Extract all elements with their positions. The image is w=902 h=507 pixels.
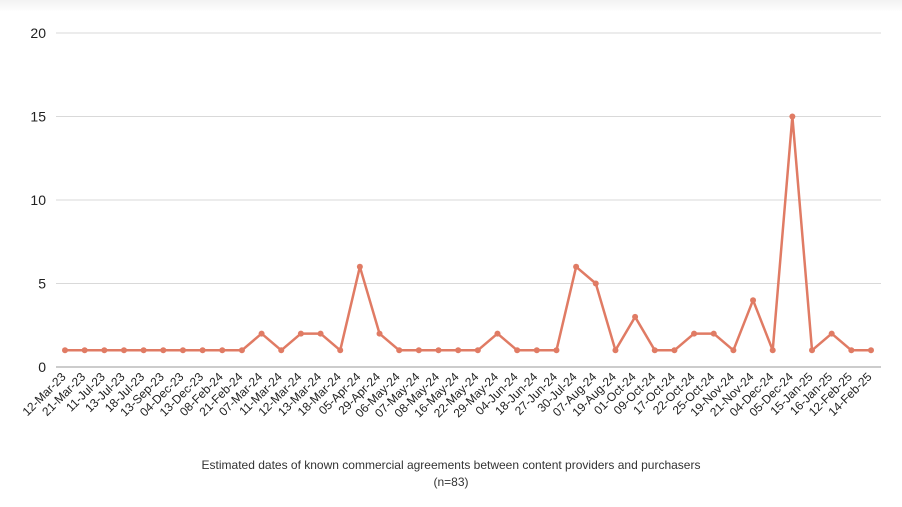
data-point bbox=[828, 330, 835, 337]
data-point bbox=[750, 297, 757, 304]
data-point bbox=[219, 347, 226, 354]
data-point bbox=[160, 347, 167, 354]
data-point bbox=[769, 347, 776, 354]
data-point bbox=[120, 347, 127, 354]
data-point bbox=[514, 347, 521, 354]
data-point bbox=[533, 347, 540, 354]
y-axis-ticks: 0 5 10 15 20 bbox=[30, 25, 46, 375]
top-shadow-bar bbox=[0, 0, 902, 12]
line-chart: 0 5 10 15 20 12-Mar-2321-Mar-2311-Jul-2313-J… bbox=[20, 25, 881, 421]
data-point bbox=[297, 330, 304, 337]
data-point bbox=[415, 347, 422, 354]
data-point bbox=[258, 330, 265, 337]
data-point bbox=[573, 263, 580, 270]
data-point bbox=[179, 347, 186, 354]
data-point bbox=[553, 347, 560, 354]
x-axis-label: Estimated dates of known commercial agre… bbox=[201, 458, 701, 489]
data-point bbox=[455, 347, 462, 354]
y-tick-label: 20 bbox=[30, 25, 46, 41]
data-point bbox=[317, 330, 324, 337]
data-point bbox=[140, 347, 147, 354]
data-point bbox=[356, 263, 363, 270]
data-point bbox=[199, 347, 206, 354]
data-point bbox=[474, 347, 481, 354]
data-point bbox=[494, 330, 501, 337]
data-point bbox=[278, 347, 285, 354]
data-point bbox=[376, 330, 383, 337]
data-point bbox=[435, 347, 442, 354]
data-point bbox=[592, 280, 599, 287]
y-tick-label: 5 bbox=[38, 276, 46, 292]
data-point bbox=[809, 347, 816, 354]
data-point bbox=[691, 330, 698, 337]
x-axis-ticks: 12-Mar-2321-Mar-2311-Jul-2313-Jul-2318-J… bbox=[20, 370, 875, 421]
data-point bbox=[868, 347, 874, 354]
data-point bbox=[81, 347, 88, 354]
data-point bbox=[789, 113, 796, 120]
data-point bbox=[710, 330, 717, 337]
data-point bbox=[632, 313, 639, 320]
data-point bbox=[101, 347, 108, 354]
data-point bbox=[62, 347, 68, 354]
data-point bbox=[612, 347, 619, 354]
grid-lines bbox=[56, 32, 881, 368]
data-point bbox=[671, 347, 678, 354]
series-line bbox=[65, 115, 871, 352]
data-points bbox=[62, 113, 874, 354]
data-point bbox=[337, 347, 344, 354]
y-tick-label: 10 bbox=[30, 192, 46, 208]
y-tick-label: 0 bbox=[38, 359, 46, 375]
y-tick-label: 15 bbox=[30, 109, 46, 125]
data-point bbox=[848, 347, 855, 354]
data-point bbox=[396, 347, 403, 354]
data-point bbox=[651, 347, 658, 354]
data-point bbox=[238, 347, 245, 354]
data-point bbox=[730, 347, 737, 354]
